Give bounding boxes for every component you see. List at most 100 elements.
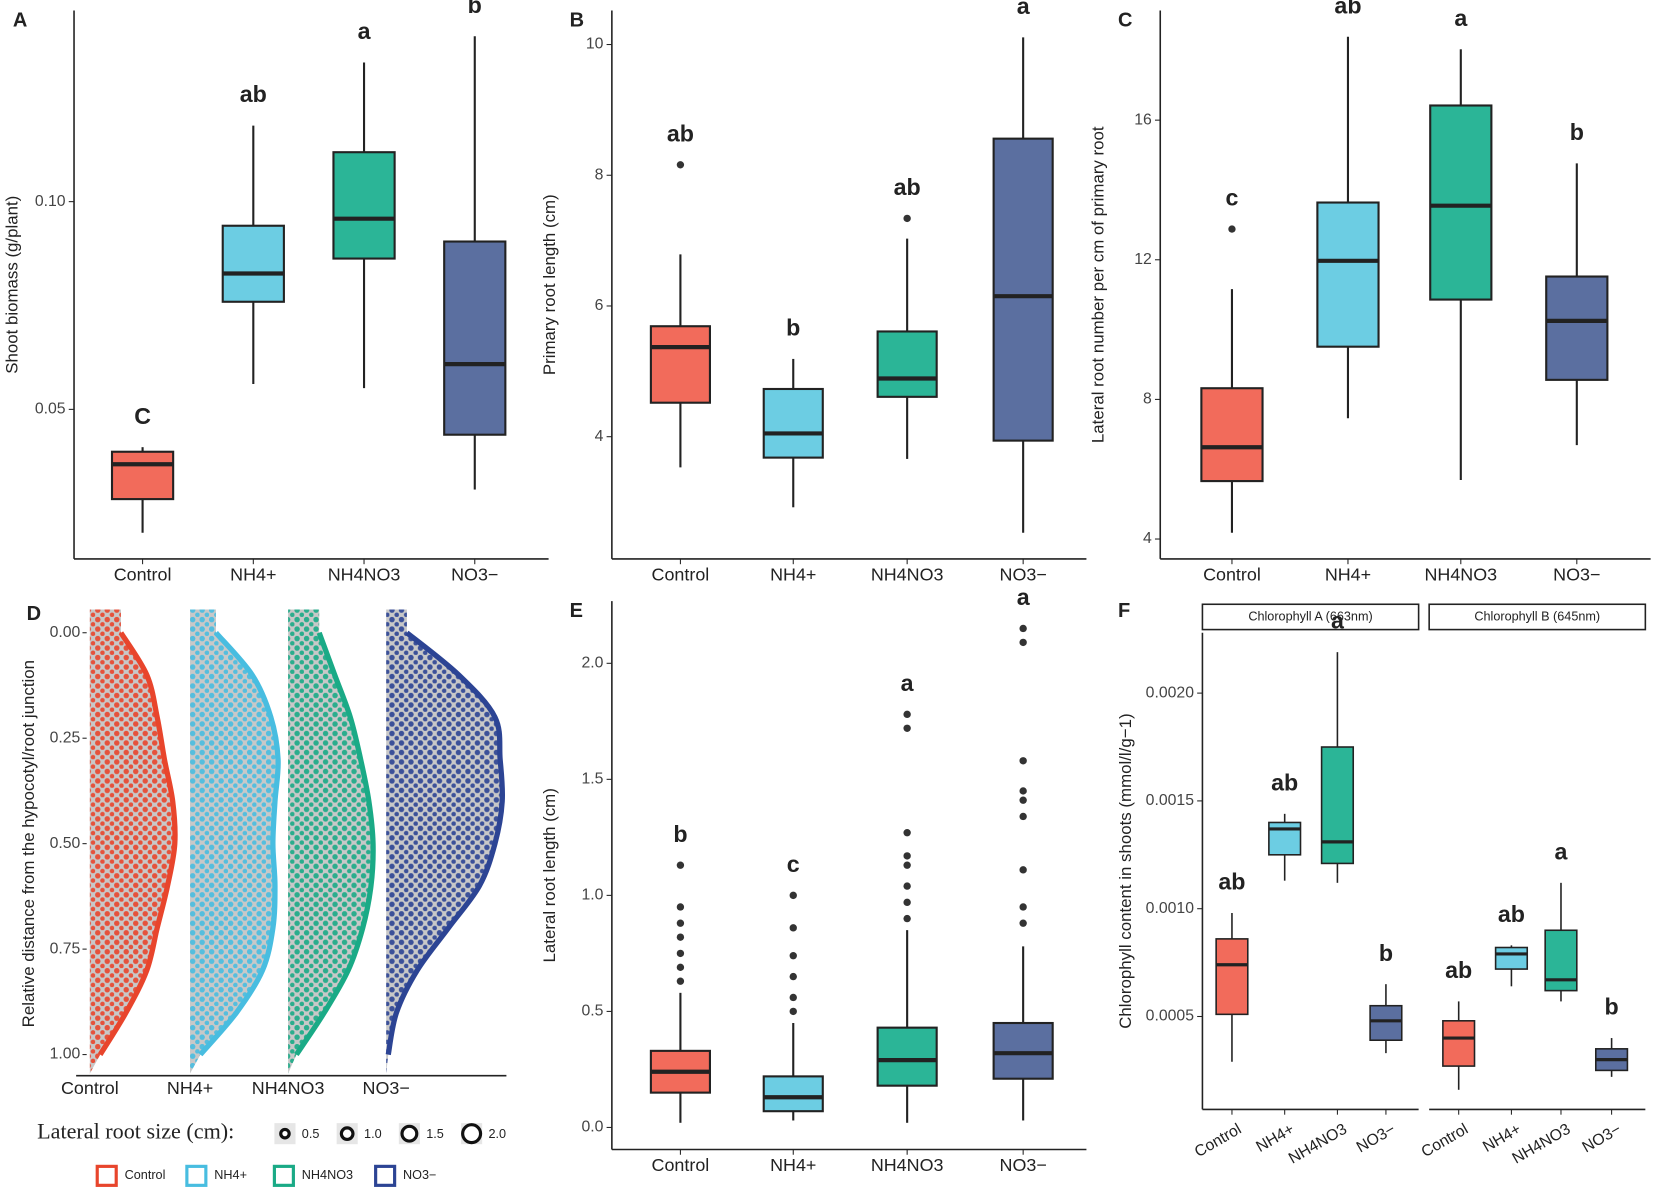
facet-title: Chlorophyll A (663nm) bbox=[1248, 609, 1372, 623]
y-tick-label: 0.0020 bbox=[1146, 684, 1195, 701]
outlier bbox=[676, 949, 685, 958]
y-tick-label: 0.0005 bbox=[1146, 1008, 1195, 1025]
outlier bbox=[1019, 638, 1027, 647]
x-tick-label: Control bbox=[114, 565, 172, 585]
size-label: 1.5 bbox=[426, 1127, 444, 1141]
y-tick-label: 0.75 bbox=[50, 940, 81, 957]
x-tick-label: NO3− bbox=[1553, 565, 1600, 585]
significance-letter: b bbox=[786, 315, 800, 341]
significance-letter: c bbox=[787, 851, 800, 877]
box bbox=[221, 224, 285, 303]
size-dot bbox=[461, 1123, 483, 1145]
x-tick-label: Control bbox=[652, 1155, 710, 1175]
y-tick-label: 1.5 bbox=[581, 771, 603, 788]
legend-label: NO3− bbox=[403, 1168, 436, 1182]
x-tick-label: Control bbox=[1419, 1121, 1472, 1161]
panel-label: E bbox=[570, 600, 583, 622]
panel-label: F bbox=[1118, 600, 1130, 622]
outlier bbox=[676, 963, 685, 972]
violin-outline bbox=[294, 631, 376, 1057]
x-tick-label: Control bbox=[1203, 565, 1261, 585]
legend-swatch bbox=[272, 1164, 295, 1187]
x-tick-label: NH4NO3 bbox=[871, 1155, 944, 1175]
outlier bbox=[1019, 812, 1027, 821]
size-dot bbox=[279, 1127, 291, 1140]
size-dot bbox=[339, 1126, 355, 1142]
x-tick-label: NH4NO3 bbox=[1286, 1121, 1350, 1168]
legend-label: Control bbox=[125, 1168, 166, 1182]
x-tick-label: NO3− bbox=[1579, 1121, 1624, 1157]
significance-letter: ab bbox=[1271, 769, 1298, 795]
significance-letter: b bbox=[1379, 940, 1393, 966]
significance-letter: a bbox=[901, 670, 915, 696]
box bbox=[1316, 201, 1380, 348]
y-axis-title: Chlorophyll content in shoots (mmol/l/g−… bbox=[1116, 713, 1135, 1028]
outlier bbox=[676, 933, 685, 941]
violin-outline bbox=[385, 630, 506, 1056]
box bbox=[1268, 821, 1302, 856]
x-tick-label: NO3− bbox=[1000, 1155, 1047, 1175]
significance-letter: ab bbox=[1218, 869, 1245, 895]
outlier bbox=[676, 161, 685, 169]
box bbox=[1200, 387, 1264, 483]
y-tick-label: 0.5 bbox=[581, 1003, 603, 1020]
x-tick-label: NH4+ bbox=[1325, 565, 1371, 585]
outlier bbox=[789, 972, 797, 981]
x-tick-label: NO3− bbox=[363, 1078, 410, 1098]
size-legend-title: Lateral root size (cm): bbox=[37, 1119, 234, 1144]
x-tick-label: NO3− bbox=[1000, 565, 1047, 585]
legend-swatch bbox=[374, 1164, 397, 1187]
significance-letter: ab bbox=[240, 81, 267, 107]
y-tick-label: 0.05 bbox=[35, 401, 66, 418]
significance-letter: C bbox=[134, 403, 151, 429]
significance-letter: a bbox=[1331, 608, 1345, 634]
panel-label: A bbox=[13, 9, 27, 31]
significance-letter: ab bbox=[1334, 0, 1361, 18]
outlier bbox=[903, 914, 911, 923]
y-tick-label: 2.0 bbox=[581, 654, 603, 671]
outlier bbox=[903, 710, 911, 719]
outlier bbox=[903, 882, 911, 890]
significance-letter: ab bbox=[1445, 957, 1472, 983]
panel-label: B bbox=[570, 9, 584, 31]
box bbox=[1369, 1004, 1403, 1042]
y-tick-label: 8 bbox=[1143, 391, 1152, 408]
significance-letter: a bbox=[1017, 584, 1031, 610]
outlier bbox=[676, 977, 685, 985]
outlier bbox=[789, 924, 797, 932]
significance-letter: a bbox=[358, 18, 372, 44]
box bbox=[1494, 946, 1529, 970]
outlier bbox=[789, 1007, 797, 1016]
outlier bbox=[1019, 796, 1027, 804]
x-tick-label: NH4NO3 bbox=[252, 1078, 325, 1098]
box bbox=[876, 1026, 938, 1087]
x-tick-label: NH4NO3 bbox=[871, 565, 944, 585]
outlier bbox=[903, 829, 911, 837]
y-tick-label: 0.00 bbox=[50, 624, 81, 641]
box bbox=[1442, 1020, 1476, 1067]
y-tick-label: 12 bbox=[1134, 251, 1152, 268]
box bbox=[1544, 929, 1578, 992]
outlier bbox=[1019, 757, 1027, 765]
violin-dots bbox=[89, 609, 176, 1074]
y-tick-label: 0.0015 bbox=[1146, 792, 1195, 809]
outlier bbox=[676, 919, 685, 927]
x-tick-label: Control bbox=[61, 1078, 119, 1098]
violin-outline bbox=[97, 631, 178, 1056]
legend-label: NH4+ bbox=[214, 1168, 247, 1182]
outlier bbox=[903, 898, 911, 907]
significance-letter: a bbox=[1017, 0, 1031, 19]
y-axis-title: Primary root length (cm) bbox=[540, 194, 559, 375]
facet-strip bbox=[1428, 603, 1647, 631]
x-tick-label: NH4NO3 bbox=[328, 565, 401, 585]
y-axis-title: Lateral root length (cm) bbox=[540, 788, 559, 962]
significance-letter: b bbox=[1605, 994, 1619, 1020]
box bbox=[1545, 275, 1609, 381]
box bbox=[332, 151, 396, 260]
violin-dots bbox=[190, 609, 279, 1074]
violin-outline bbox=[198, 631, 281, 1057]
outlier bbox=[676, 903, 685, 911]
y-tick-label: 0.50 bbox=[50, 835, 81, 852]
y-tick-label: 4 bbox=[1143, 530, 1152, 547]
